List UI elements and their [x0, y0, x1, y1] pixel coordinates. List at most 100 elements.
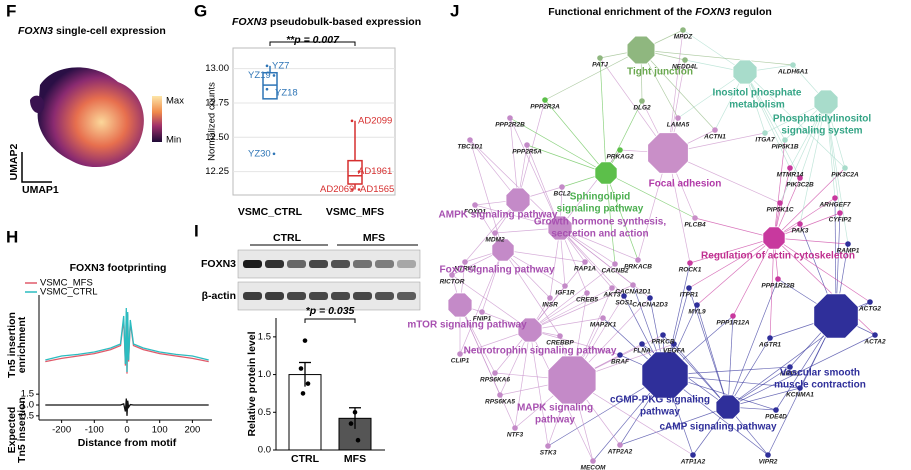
y-tick-label: 12.75	[205, 97, 229, 108]
gene-node	[467, 137, 473, 143]
data-point	[302, 338, 308, 343]
edge	[696, 237, 775, 306]
blot-band	[331, 260, 350, 268]
gene-node	[686, 285, 692, 291]
pathway-node	[813, 293, 859, 339]
edge	[459, 249, 504, 355]
edge	[502, 249, 586, 263]
gene-label: MYL9	[688, 309, 706, 316]
pathway-label: FoxO signaling pathway	[439, 265, 554, 276]
signal-line	[45, 311, 209, 374]
pathway-node	[517, 317, 543, 343]
edge	[509, 117, 561, 229]
gene-node	[497, 392, 503, 398]
gene-label: CACNA2D1	[615, 289, 651, 296]
gene-label: IGF1R	[555, 290, 574, 297]
edge	[529, 287, 613, 331]
edge	[773, 237, 871, 303]
y-tick-label: 0.0	[258, 445, 271, 456]
p-value: *p = 0.035	[306, 305, 355, 317]
edge	[469, 139, 561, 229]
gene-node	[787, 165, 793, 171]
pathway-label: Growth hormone synthesis,	[534, 217, 666, 228]
x-tick-label: 200	[184, 425, 200, 436]
edge	[605, 172, 696, 219]
data-point	[355, 437, 361, 443]
legend-label: VSMC_MFS	[40, 278, 93, 289]
pathway-node	[547, 215, 573, 241]
title-text: pseudobulk-based expression	[270, 16, 421, 28]
gene-node	[600, 315, 606, 321]
edge	[825, 101, 849, 245]
gene-label: PPP2R5A	[512, 149, 542, 156]
blot-band	[375, 260, 394, 268]
point-label: AD2069	[320, 184, 354, 195]
gene-label: PIP5K1C	[766, 207, 793, 214]
gene-node	[635, 257, 641, 263]
gene-node	[617, 442, 623, 448]
blot-band	[353, 260, 372, 268]
gene-node	[845, 241, 851, 247]
gene-label: RPS6KA5	[485, 399, 515, 406]
pathway-node	[447, 292, 473, 318]
gene-node	[557, 333, 563, 339]
gene-label: ARHGEF7	[818, 202, 850, 209]
gene-label: TBC1D1	[457, 144, 483, 151]
panel-title: FOXN3 pseudobulk-based expression	[232, 16, 421, 28]
y-tick-label: 12.25	[205, 166, 229, 177]
x-tick-label: VSMC_CTRL	[238, 206, 303, 218]
gene-node	[617, 352, 623, 358]
gene-label: MTMR14	[777, 172, 804, 179]
axis-label: Relative protein level	[246, 331, 258, 436]
edge	[605, 172, 616, 265]
gene-label: INSR	[542, 302, 558, 309]
gene-label: FLNA	[633, 348, 651, 355]
edge	[526, 144, 607, 174]
data-point	[272, 152, 276, 156]
pathway-node	[641, 351, 689, 399]
edge	[773, 237, 849, 245]
gene-label: PPP2R2B	[495, 122, 525, 129]
pathway-node	[626, 35, 656, 65]
edge	[514, 329, 531, 429]
axis-label: Normalized counts	[207, 82, 218, 161]
gene-node	[612, 261, 618, 267]
gene-label: PPP1R12B	[761, 283, 795, 290]
labels: MPDZ PATJ NEDD4L DLG2 PPP2R3A PPP2R2B LAMA5 ACT…	[407, 34, 886, 470]
edge	[825, 101, 841, 214]
gene-label: PPP2R3A	[530, 104, 560, 111]
y-tick-label: 1.5	[21, 389, 34, 400]
blot-group: MFS	[363, 232, 385, 244]
edge	[732, 237, 775, 317]
edge	[696, 304, 729, 408]
edge	[744, 71, 786, 141]
gene-label: MECOM	[581, 465, 607, 470]
title-text: Functional enrichment of the	[548, 6, 692, 18]
edge	[662, 334, 729, 408]
y-tick-label: 13.00	[205, 63, 229, 74]
gene-label: CREBBP	[546, 340, 574, 347]
signal-line	[45, 307, 209, 373]
axis-label: UMAP2	[8, 143, 20, 180]
gene-node	[492, 370, 498, 376]
gene-label: FOXO1	[464, 209, 486, 216]
pathway-label: signaling pathway	[557, 204, 644, 215]
gene-name: FOXN3	[18, 25, 53, 37]
hubs	[447, 35, 859, 420]
edge	[451, 274, 531, 331]
gene-label: PRKACB	[624, 264, 652, 271]
pathway-label: muscle contraction	[774, 380, 866, 391]
edge	[727, 315, 734, 408]
gene-node	[582, 259, 588, 265]
edge	[825, 101, 836, 199]
edge	[694, 217, 775, 239]
edge	[744, 71, 846, 169]
pathway-label: Neurotrophin signaling pathway	[464, 346, 617, 357]
data-point	[265, 64, 269, 68]
box	[347, 159, 363, 185]
gene-label: CYFIP2	[829, 217, 852, 224]
gene-node	[797, 221, 803, 227]
gene-label: LAMA5	[667, 122, 690, 129]
blot-band	[287, 260, 306, 268]
data-point	[298, 366, 304, 371]
